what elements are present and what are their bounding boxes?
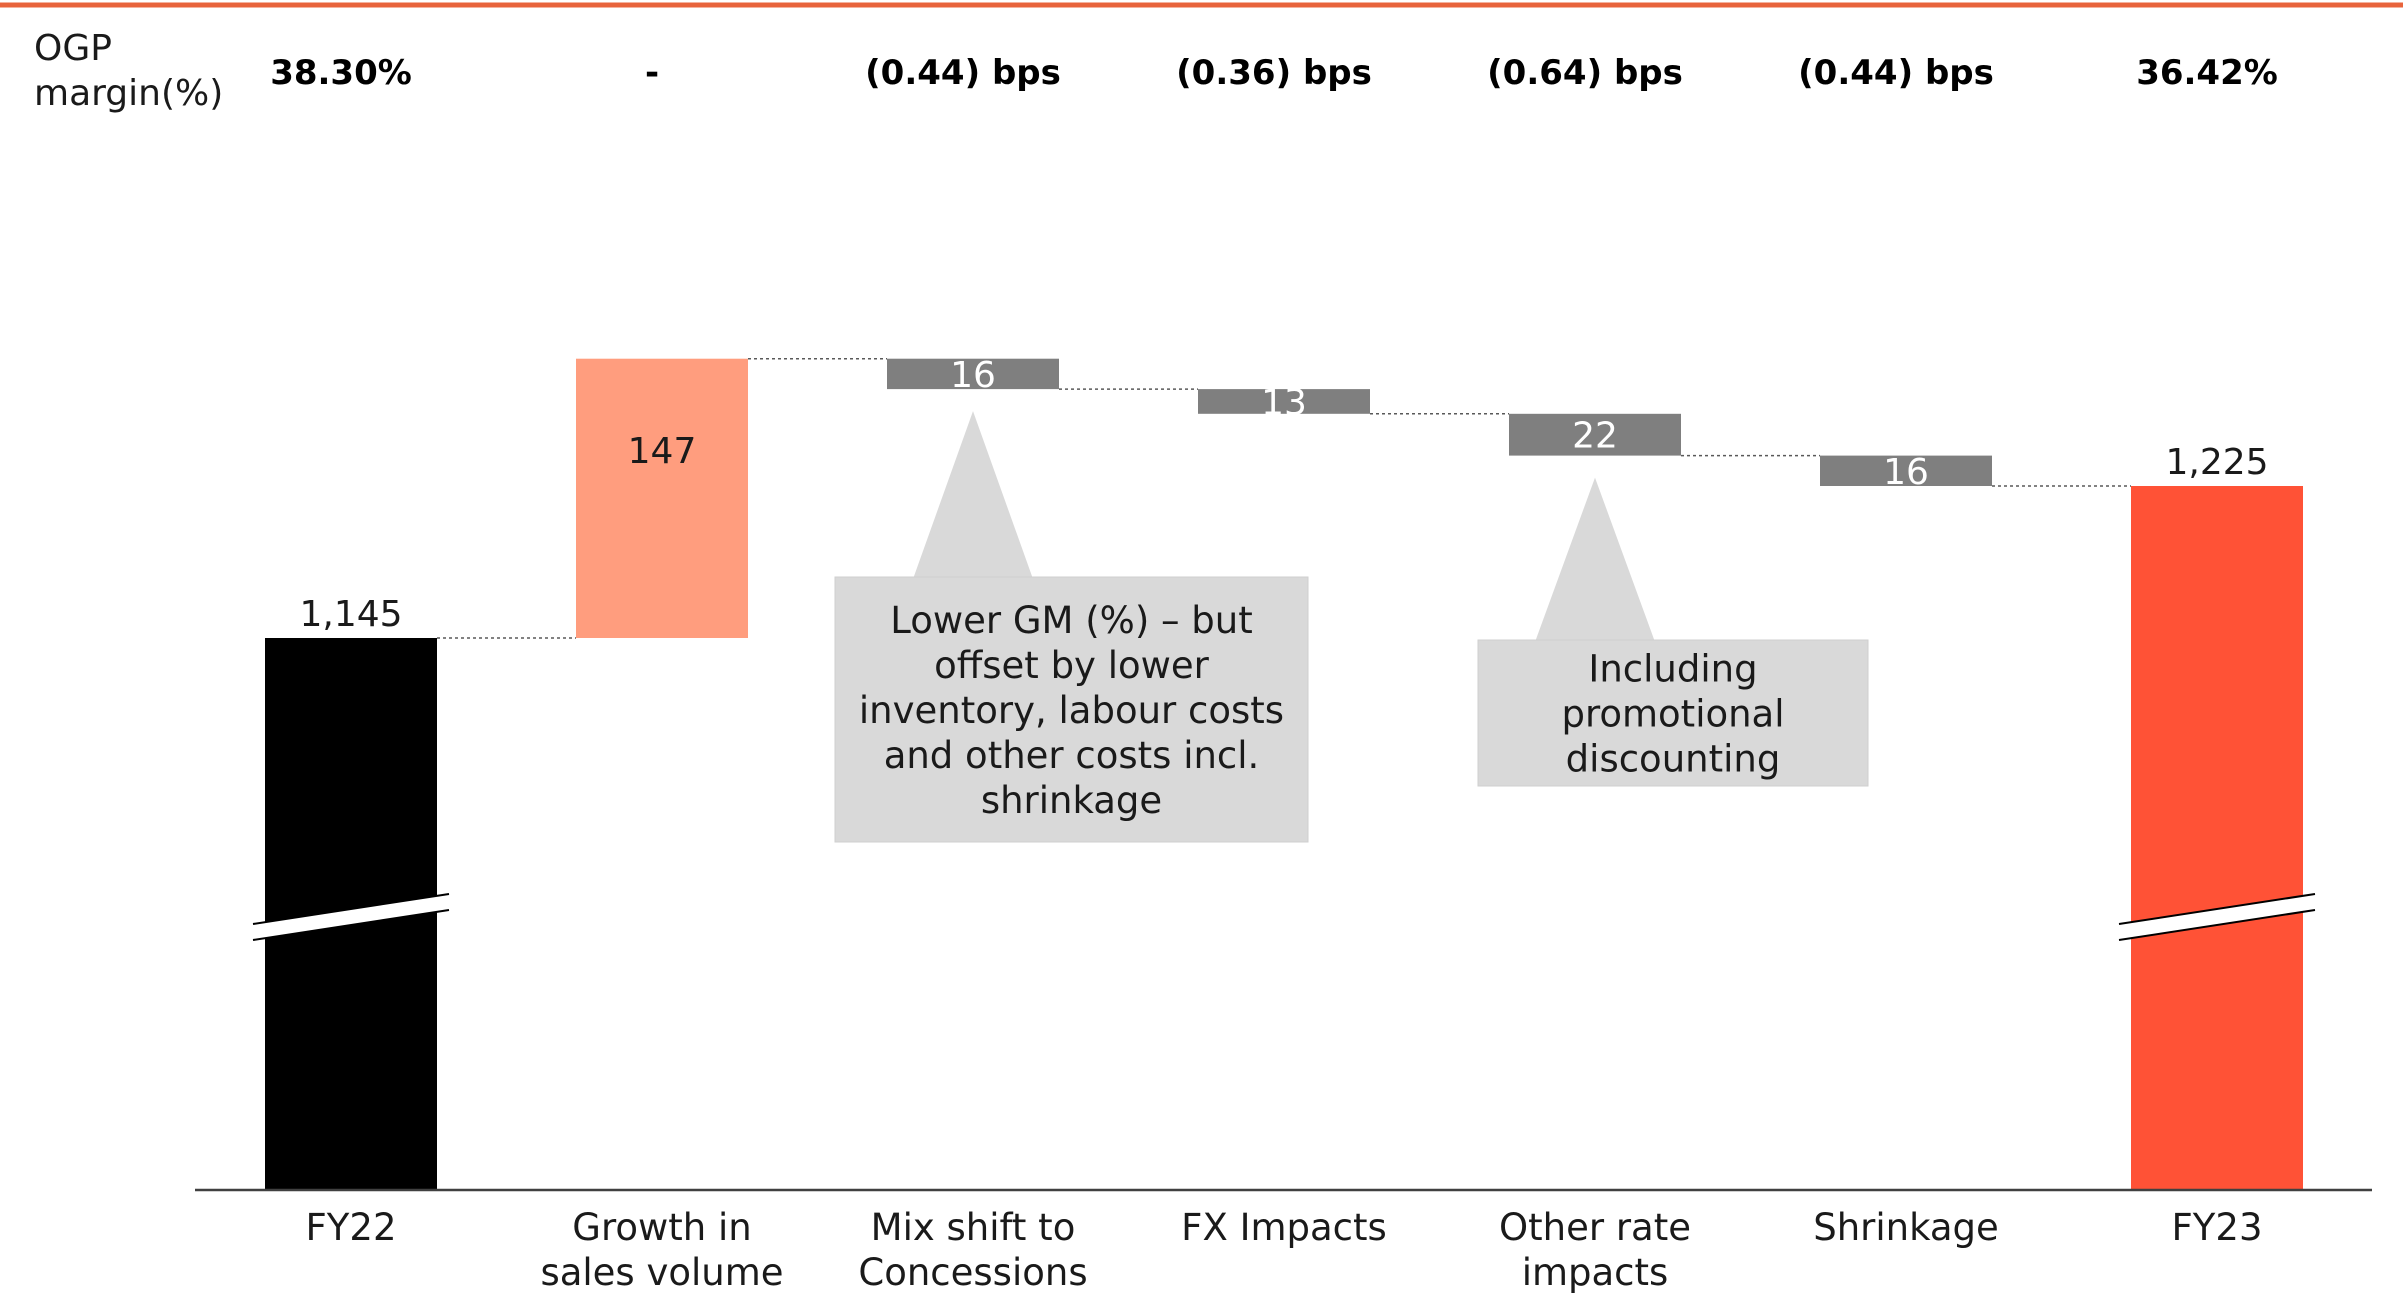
category-label: sales volume: [540, 1251, 783, 1293]
bar-value-label: 1,225: [2165, 442, 2268, 483]
ogp-margin-value: -: [645, 53, 659, 93]
axis-break-line: [2118, 893, 2316, 925]
ogp-margin-value: (0.36) bps: [1176, 53, 1372, 93]
axis-break-marks: [252, 893, 2316, 941]
axis-break-gap: [253, 894, 449, 940]
axis-break-line: [2118, 909, 2316, 941]
connector-lines: [437, 357, 2131, 639]
ogp-margin-value: 38.30%: [270, 53, 412, 93]
ogp-margin-label-line-1: OGP: [34, 28, 112, 69]
ogp-margin-label-line-2: margin(%): [34, 73, 223, 114]
bar-value-label: 1,145: [299, 594, 402, 635]
ogp-margin-value: (0.44) bps: [865, 53, 1061, 93]
category-label: Concessions: [858, 1251, 1087, 1293]
ogp-margin-row: OGP margin(%) 38.30% - (0.44) bps (0.36) bp…: [34, 28, 2278, 114]
bar-value-label: 147: [628, 431, 697, 472]
callout-text-line: offset by lower: [934, 644, 1210, 687]
waterfall-bar: [1198, 389, 1370, 414]
bar-value-label: 22: [1572, 416, 1618, 457]
category-label: FY23: [2172, 1206, 2263, 1249]
bar-value-label: 16: [1883, 452, 1929, 493]
waterfall-bar: [2131, 486, 2303, 1190]
callout-text-line: discounting: [1566, 738, 1781, 781]
ogp-margin-value: 36.42%: [2136, 53, 2278, 93]
axis-break-line: [252, 893, 450, 925]
category-label: FY22: [306, 1206, 397, 1249]
waterfall-bar: [1820, 455, 1992, 486]
category-label: Shrinkage: [1813, 1206, 1999, 1249]
callout-text-line: promotional: [1561, 693, 1784, 736]
callout-text-line: Including: [1588, 648, 1757, 691]
callout-text-line: inventory, labour costs: [859, 689, 1284, 732]
callout-pointer: [1535, 477, 1655, 642]
callout-text-line: shrinkage: [981, 779, 1162, 822]
callout-box: [834, 576, 1309, 843]
category-label: Other rate: [1499, 1206, 1691, 1249]
category-label: Growth in: [572, 1206, 751, 1249]
waterfall-bar: [576, 358, 748, 638]
waterfall-bar: [1509, 413, 1681, 456]
ogp-margin-value: (0.64) bps: [1487, 53, 1683, 93]
callout-pointer: [913, 411, 1033, 579]
category-label: impacts: [1522, 1251, 1669, 1293]
axis-break-line: [252, 909, 450, 941]
callout-text-line: Lower GM (%) – but: [890, 599, 1252, 642]
callout-text-line: and other costs incl.: [884, 734, 1260, 777]
category-label: FX Impacts: [1181, 1206, 1387, 1249]
ogp-margin-value: (0.44) bps: [1798, 53, 1994, 93]
axis-break-gap: [2119, 894, 2315, 940]
waterfall-bar: [887, 358, 1059, 390]
callout-box: [1477, 639, 1869, 787]
category-label: Mix shift to: [871, 1206, 1076, 1249]
bar-value-label: 16: [950, 355, 996, 396]
bar-value-label: 13: [1261, 382, 1307, 423]
bar-value-labels: 1,145 147 16 13 22 16 1,225: [299, 355, 2268, 635]
